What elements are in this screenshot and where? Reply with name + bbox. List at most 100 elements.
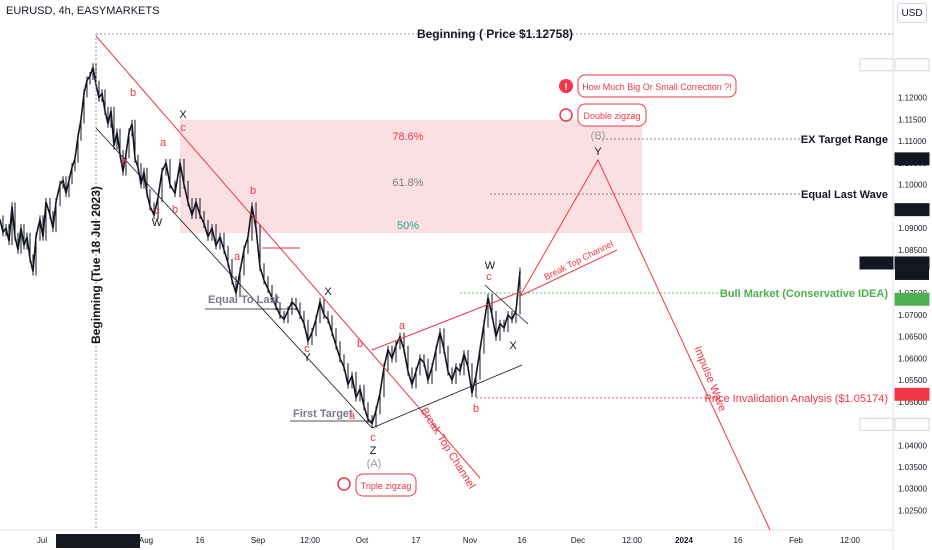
wave-label: (B): [591, 130, 606, 142]
wave-label: c: [304, 343, 310, 355]
time-tick-label: 16: [196, 536, 205, 545]
time-tick-label: 17: [412, 536, 421, 545]
time-tick-label: 16: [518, 536, 527, 545]
wedge-line: [484, 284, 529, 325]
correction-question-box: [577, 74, 737, 98]
price-invalidation-label: Price Invalidation Analysis ($1.05174): [705, 393, 888, 405]
price-label-box: [894, 152, 930, 166]
time-tick-label: 12:00: [622, 536, 643, 545]
wave-label: Y: [594, 146, 602, 158]
price-tick-label: 1.02500: [898, 506, 927, 515]
fib-level-label: 61.8%: [392, 177, 423, 189]
ex-target-label: EX Target Range: [801, 134, 888, 146]
lightbulb-icon: [559, 108, 573, 122]
time-tick-label: Oct: [356, 536, 369, 545]
beginning-price-label: Beginning ( Price $1.12758): [417, 27, 573, 41]
price-tick-label: 1.07000: [898, 311, 927, 320]
time-tick-label: Feb: [789, 536, 803, 545]
wave-label: b: [250, 185, 256, 197]
wave-label: (A): [367, 458, 382, 470]
break-top-channel-line: [95, 35, 481, 479]
break-channel-upper-2: [519, 249, 618, 297]
correction-question-text: How Much Big Or Small Correction ?!: [582, 82, 732, 92]
time-tick-label: 2024: [675, 536, 693, 545]
wave-label: c: [154, 205, 160, 217]
bull-market-label: Bull Market (Conservative IDEA): [720, 288, 888, 300]
time-tick-label: Dec: [571, 536, 585, 545]
price-tick-label: 1.11000: [898, 137, 927, 146]
equal-to-last-label: Equal To Last: [208, 294, 280, 306]
crosshair-date-box: [56, 534, 140, 548]
time-tick-label: Nov: [463, 536, 477, 545]
price-caption-box: [859, 256, 894, 270]
price-label-box: [894, 256, 930, 270]
fib-level-label: 50%: [397, 220, 419, 232]
price-tick-label: 1.03000: [898, 485, 927, 494]
time-tick-label: 12:00: [300, 536, 321, 545]
wave-label: W: [485, 260, 496, 272]
warning-icon: [559, 79, 573, 93]
warning-icon-mark: !: [564, 82, 567, 93]
ascending-channel-lower: [371, 364, 523, 429]
wave-label: b: [172, 204, 178, 216]
time-axis: [56, 534, 140, 548]
price-tick-label: 1.05500: [898, 376, 927, 385]
wave-label: c: [180, 122, 186, 134]
price-tick-label: 1.05000: [898, 398, 927, 407]
analysis-drawings: [95, 33, 893, 531]
price-tick-label: 1.11500: [898, 115, 927, 124]
price-tick-label: 1.06500: [898, 333, 927, 342]
price-tick-label: 1.03500: [898, 463, 927, 472]
price-axis: [859, 58, 930, 431]
price-tick-label: 1.06000: [898, 354, 927, 363]
fib-retracement-zone: 78.6% 61.8% 50%: [180, 120, 642, 233]
wave-label: Z: [370, 445, 377, 457]
price-label-box: [894, 292, 930, 306]
wave-label: b: [357, 338, 363, 350]
wave-label: b: [473, 403, 479, 415]
wave-label: a: [399, 320, 406, 332]
time-tick-label: Jul: [37, 536, 47, 545]
beginning-date-label: Beginning (Tue 18 Jul 2023): [89, 186, 103, 344]
wave-label: a: [160, 137, 167, 149]
price-label-box: [894, 387, 930, 401]
price-label-box: [894, 58, 930, 72]
first-target-label: First Target: [293, 408, 353, 420]
wave-label: X: [509, 340, 517, 352]
wave-label: a: [349, 410, 356, 422]
wave-label: X: [179, 109, 187, 121]
price-countdown-box: [895, 268, 929, 280]
ascending-channel-upper: [371, 291, 521, 351]
time-tick-label: 12:00: [840, 536, 861, 545]
wave-label: a: [121, 156, 128, 168]
time-tick-label: Sep: [251, 536, 266, 545]
descending-channel-lower: [95, 127, 373, 429]
lightbulb-icon: [337, 477, 351, 491]
wave-label: Y: [303, 352, 311, 364]
fib-level-label: 78.6%: [392, 131, 423, 143]
wave-label: W: [152, 217, 163, 229]
price-tick-label: 1.12000: [898, 94, 927, 103]
symbol-info: EURUSD, 4h, EASYMARKETS: [6, 5, 160, 17]
price-label-box: [894, 203, 930, 217]
price-label-box: [894, 417, 930, 431]
currency-button[interactable]: USD: [897, 3, 927, 23]
wave-label: a: [234, 251, 241, 263]
double-zigzag-text: Double zigzag: [583, 111, 640, 121]
price-tick-label: 1.08500: [898, 246, 927, 255]
time-tick-label: 16: [734, 536, 743, 545]
triple-zigzag-text: Triple zigzag: [361, 481, 412, 491]
time-tick-label: Aug: [139, 536, 153, 545]
projected-wave-path: [519, 158, 771, 531]
price-tick-label: 1.10000: [898, 181, 927, 190]
wave-label: X: [324, 286, 332, 298]
price-caption-box: [859, 417, 894, 431]
wave-label: c: [486, 271, 492, 283]
double-zigzag-box: [577, 103, 647, 127]
wave-label: b: [130, 87, 136, 99]
price-caption-box: [859, 58, 894, 72]
equal-last-wave-label: Equal Last Wave: [801, 189, 888, 201]
wave-label: c: [370, 432, 376, 444]
